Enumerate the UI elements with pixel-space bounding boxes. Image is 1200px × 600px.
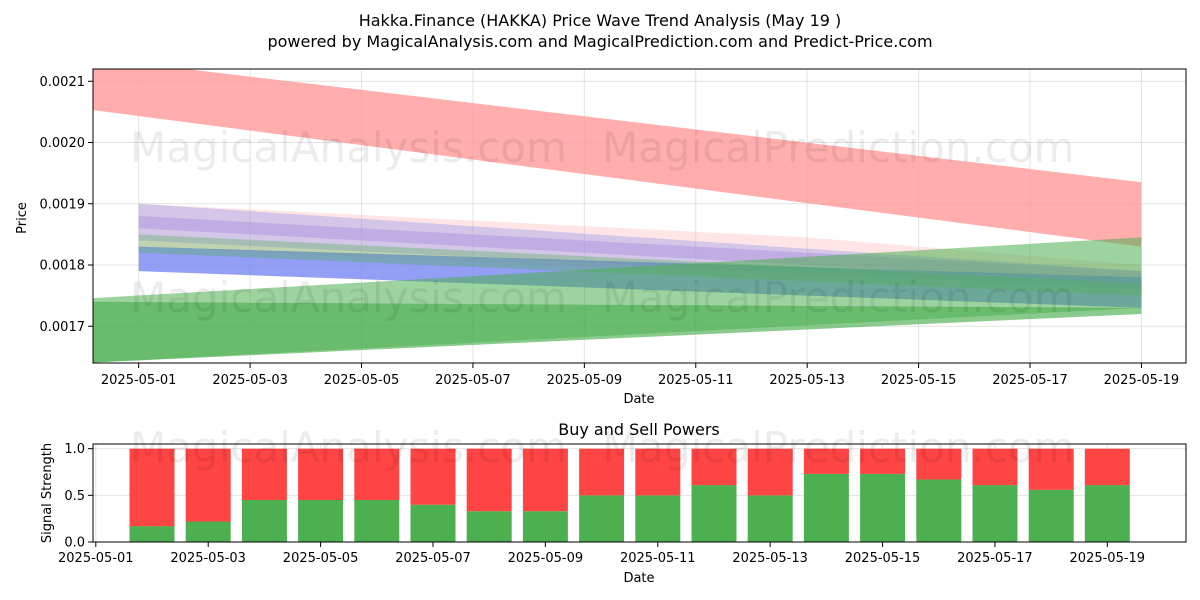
sell-bar <box>691 448 737 486</box>
watermark-analysis: MagicalAnalysis.com <box>130 123 567 172</box>
power-panel: Buy and Sell Powers MagicalAnalysis.com … <box>40 420 1187 586</box>
price-y-tick-label: 0.0021 <box>40 75 86 90</box>
buy-bar <box>635 495 681 542</box>
chart-title: Hakka.Finance (HAKKA) Price Wave Trend A… <box>359 11 842 30</box>
price-x-tick-label: 2025-05-07 <box>435 373 511 388</box>
sell-bar <box>298 448 344 500</box>
watermark-analysis-3: MagicalAnalysis.com <box>130 423 567 472</box>
price-bands <box>93 69 1142 363</box>
sell-bar <box>972 448 1018 486</box>
sell-bar <box>803 448 849 474</box>
power-bars <box>129 448 1130 542</box>
watermark-prediction-3: MagicalPrediction.com <box>602 423 1075 472</box>
power-axes-frame <box>92 443 1187 543</box>
price-panel: MagicalAnalysis.com MagicalPrediction.co… <box>15 68 1187 407</box>
buy-bar <box>747 495 793 542</box>
buy-bar <box>185 521 231 542</box>
price-x-tick-label: 2025-05-13 <box>769 373 845 388</box>
buy-bar <box>522 511 568 542</box>
sell-bar <box>241 448 287 500</box>
price-x-tick-label: 2025-05-09 <box>547 373 623 388</box>
buy-bar <box>972 485 1018 542</box>
power-x-tick-label: 2025-05-01 <box>58 551 134 566</box>
price-y-tick-label: 0.0020 <box>40 136 86 151</box>
price-ticks: 2025-05-01 2025-05-03 2025-05-05 2025-05-07… <box>40 75 1180 388</box>
buy-bar <box>410 504 456 542</box>
power-x-tick-label: 2025-05-17 <box>957 551 1033 566</box>
price-x-tick-label: 2025-05-11 <box>658 373 734 388</box>
sell-bar <box>860 448 906 474</box>
power-x-tick-label: 2025-05-15 <box>845 551 921 566</box>
sell-bar <box>466 448 512 512</box>
power-title: Buy and Sell Powers <box>558 420 720 439</box>
power-x-tick-label: 2025-05-05 <box>283 551 359 566</box>
sell-bar <box>747 448 793 496</box>
buy-bar <box>916 479 962 542</box>
price-x-tick-label: 2025-05-19 <box>1104 373 1180 388</box>
sell-bar <box>354 448 400 500</box>
price-x-label: Date <box>623 392 654 407</box>
sell-bar <box>635 448 681 496</box>
buy-bar <box>298 500 344 542</box>
price-y-tick-label: 0.0018 <box>40 259 86 274</box>
power-y-tick-label: 0.5 <box>64 489 85 504</box>
power-y-tick-label: 0.0 <box>64 536 85 551</box>
sell-bar <box>129 448 175 527</box>
buy-bar <box>129 526 175 542</box>
buy-bar <box>241 500 287 542</box>
sell-bar <box>916 448 962 480</box>
price-axes-frame <box>92 68 1187 364</box>
chart-subtitle: powered by MagicalAnalysis.com and Magic… <box>267 32 932 51</box>
price-x-tick-label: 2025-05-17 <box>992 373 1068 388</box>
power-x-label: Date <box>623 571 654 586</box>
sell-bar <box>522 448 568 512</box>
watermark-prediction: MagicalPrediction.com <box>602 123 1075 172</box>
watermark-analysis-2: MagicalAnalysis.com <box>130 273 567 322</box>
price-x-tick-label: 2025-05-01 <box>101 373 177 388</box>
power-y-tick-label: 1.0 <box>64 442 85 457</box>
power-y-label: Signal Strength <box>40 443 55 543</box>
power-x-tick-label: 2025-05-11 <box>620 551 696 566</box>
wave-band-green-7 <box>93 301 1142 363</box>
power-x-tick-label: 2025-05-19 <box>1070 551 1146 566</box>
watermark-prediction-2: MagicalPrediction.com <box>602 273 1075 322</box>
power-x-tick-label: 2025-05-09 <box>508 551 584 566</box>
price-x-tick-label: 2025-05-05 <box>324 373 400 388</box>
buy-bar <box>860 473 906 542</box>
sell-bar <box>1028 448 1074 490</box>
buy-bar <box>354 500 400 542</box>
sell-bar <box>410 448 456 505</box>
power-x-tick-label: 2025-05-07 <box>395 551 471 566</box>
buy-bar <box>579 495 625 542</box>
power-x-tick-label: 2025-05-03 <box>170 551 246 566</box>
wave-band-red-0 <box>93 69 1142 247</box>
buy-bar <box>466 511 512 542</box>
price-x-tick-label: 2025-05-15 <box>881 373 957 388</box>
buy-bar <box>1028 489 1074 542</box>
buy-bar <box>691 485 737 542</box>
power-ticks: 2025-05-01 2025-05-03 2025-05-05 2025-05-07… <box>58 442 1145 566</box>
sell-bar <box>579 448 625 496</box>
sell-bar <box>1084 448 1130 486</box>
price-y-tick-label: 0.0019 <box>40 197 86 212</box>
price-x-tick-label: 2025-05-03 <box>212 373 288 388</box>
power-x-tick-label: 2025-05-13 <box>732 551 808 566</box>
price-y-tick-label: 0.0017 <box>40 320 86 335</box>
buy-bar <box>803 473 849 542</box>
sell-bar <box>185 448 231 522</box>
price-y-label: Price <box>15 202 30 234</box>
buy-bar <box>1084 485 1130 542</box>
